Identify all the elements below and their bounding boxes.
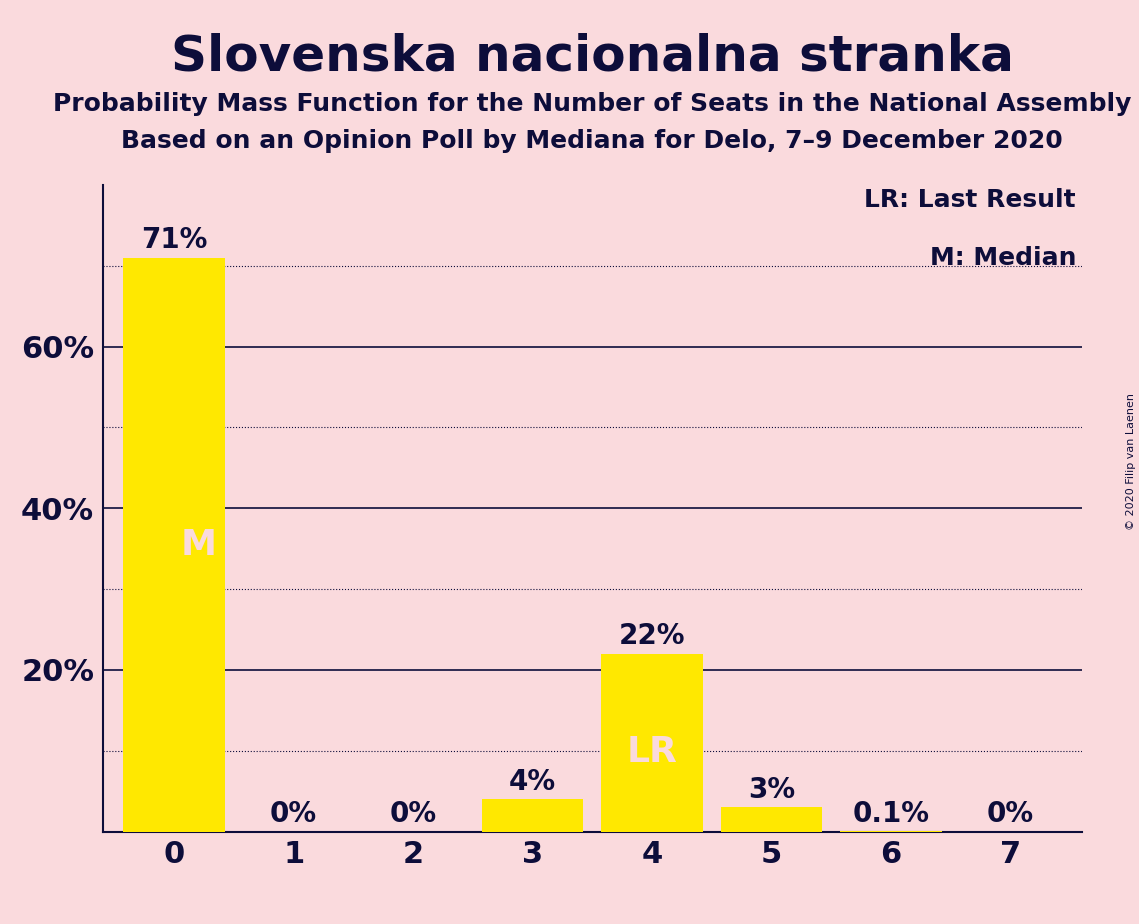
Text: 0%: 0% — [390, 800, 436, 829]
Bar — [601, 654, 703, 832]
Bar — [123, 258, 224, 832]
Text: Probability Mass Function for the Number of Seats in the National Assembly: Probability Mass Function for the Number… — [54, 92, 1131, 116]
Text: M: Median: M: Median — [929, 246, 1076, 270]
Text: Slovenska nacionalna stranka: Slovenska nacionalna stranka — [171, 32, 1014, 80]
Text: 71%: 71% — [141, 226, 207, 254]
Text: LR: LR — [626, 735, 678, 769]
Text: 3%: 3% — [748, 776, 795, 804]
Text: LR: Last Result: LR: Last Result — [865, 188, 1076, 212]
Text: 0.1%: 0.1% — [852, 799, 929, 828]
Text: M: M — [180, 528, 216, 562]
Text: 0%: 0% — [986, 800, 1034, 829]
Text: © 2020 Filip van Laenen: © 2020 Filip van Laenen — [1126, 394, 1136, 530]
Text: 0%: 0% — [270, 800, 317, 829]
Text: 4%: 4% — [509, 768, 556, 796]
Bar — [721, 808, 822, 832]
Text: Based on an Opinion Poll by Mediana for Delo, 7–9 December 2020: Based on an Opinion Poll by Mediana for … — [122, 129, 1063, 153]
Text: 22%: 22% — [618, 623, 686, 650]
Bar — [482, 799, 583, 832]
